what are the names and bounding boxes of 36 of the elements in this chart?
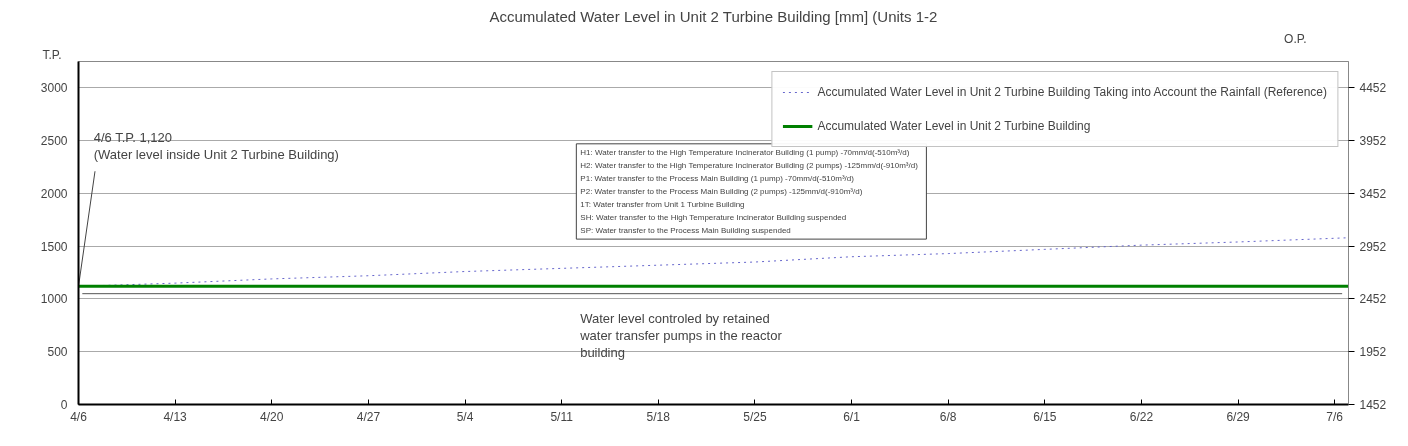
y-tick-label: 0 <box>60 398 68 412</box>
x-tick-label: 6/1 <box>843 409 861 424</box>
y2-tick-label: 3452 <box>1359 186 1387 201</box>
chart-title: Accumulated Water Level in Unit 2 Turbine Building [mm] (Units 1-2 <box>489 7 938 25</box>
y2-tick-label: 3952 <box>1359 134 1387 149</box>
x-tick-label: 4/13 <box>163 409 188 424</box>
x-tick-label: 5/25 <box>743 409 767 424</box>
y2-tick-label: 1452 <box>1359 398 1387 412</box>
y-tick-label: 2000 <box>40 186 68 201</box>
x-tick-label: 4/6 <box>70 409 88 424</box>
x-tick-label: 7/6 <box>1326 409 1344 424</box>
x-tick-label: 5/11 <box>550 409 574 424</box>
y-tick-label: 500 <box>47 345 68 360</box>
x-tick-label: 6/29 <box>1226 409 1251 424</box>
y-tick-label: 2500 <box>40 134 68 149</box>
legend-label: Accumulated Water Level in Unit 2 Turbine Building <box>817 119 1091 133</box>
x-tick-label: 6/22 <box>1129 409 1154 424</box>
y2-tick-label: 1952 <box>1359 345 1387 360</box>
legend-label: Accumulated Water Level in Unit 2 Turbine Building Taking into Account the Rainfall (Reference) <box>817 85 1327 99</box>
ref-line-label: Water level controled by retained water transfer pumps in the reactor building <box>579 310 783 361</box>
y-tick-label: 3000 <box>40 81 68 96</box>
y2-axis-title: O.P. <box>1284 31 1307 46</box>
annotation: H1: Water transfer to the High Temperature Incinerator Building (1 pump) -70mm/d(-510m³/d) H2: Water transfer to the High Temperature Incinerator Building (2 pumps) -125mm/d(-910m³/d) P1: Water transfer to the Process Main Building (1 pump) -70mm/d(-510m³/d) P2: Water transfer to the Process Main Building (2 pumps) -125mm/d(-910m³/d) 1T: Water transfer from Unit 1 Turbine Building SH: Water transfer to the High Temperature Incinerator Building suspended SP: Water transfer to the Process Main Building suspended <box>580 147 919 236</box>
x-tick-label: 6/15 <box>1033 409 1057 424</box>
x-tick-label: 5/4 <box>456 409 474 424</box>
x-tick-label: 6/8 <box>939 409 957 424</box>
y-tick-label: 1500 <box>40 239 68 254</box>
x-tick-label: 4/20 <box>260 409 284 424</box>
y2-tick-label: 2452 <box>1359 292 1387 307</box>
y2-tick-label: 2952 <box>1359 239 1387 254</box>
y2-tick-label: 4452 <box>1359 81 1387 96</box>
y-axis-title: T.P. <box>42 47 62 62</box>
x-tick-label: 4/27 <box>356 409 381 424</box>
x-tick-label: 5/18 <box>646 409 671 424</box>
annotation: 4/6 T.P. 1,120 (Water level inside Unit 2 Turbine Building) <box>93 130 339 163</box>
y-tick-label: 1000 <box>40 292 68 307</box>
